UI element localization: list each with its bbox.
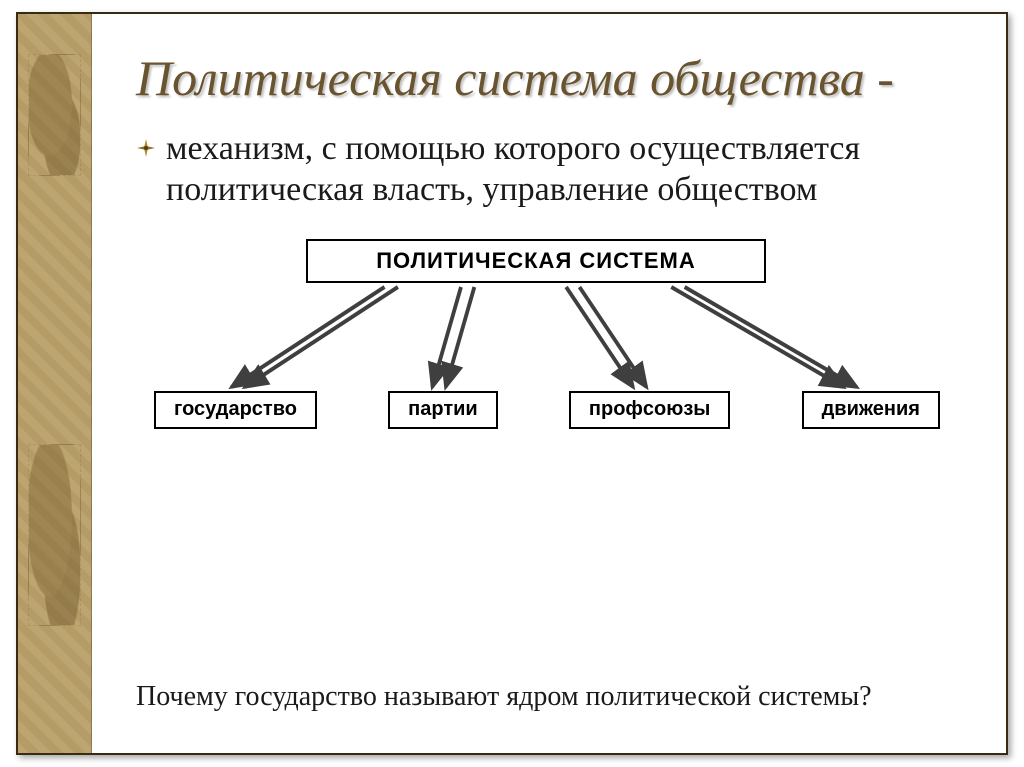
compass-icon [136, 138, 156, 158]
slide-frame: Политическая система общества - механизм… [16, 12, 1008, 755]
body-bullet-item: механизм, с помощью которого осуществляе… [136, 128, 958, 211]
diagram-child-box: государство [154, 391, 317, 429]
diagram-child-box: профсоюзы [569, 391, 730, 429]
body-text: механизм, с помощью которого осуществляе… [166, 128, 958, 211]
diagram-child-box: партии [388, 391, 498, 429]
diagram-children-row: государство партии профсоюзы движения [154, 391, 940, 429]
diagram-child-box: движения [802, 391, 940, 429]
diagram: ПОЛИТИЧЕСКАЯ СИСТЕМА государство партии … [136, 239, 958, 439]
diagram-root-box: ПОЛИТИЧЕСКАЯ СИСТЕМА [306, 239, 766, 283]
decorative-sidebar [18, 14, 92, 753]
slide-content: Политическая система общества - механизм… [92, 14, 1006, 753]
slide-question: Почему государство называют ядром полити… [136, 681, 966, 713]
diagram-arrows [136, 283, 958, 395]
slide-title: Политическая система общества - [136, 50, 958, 106]
